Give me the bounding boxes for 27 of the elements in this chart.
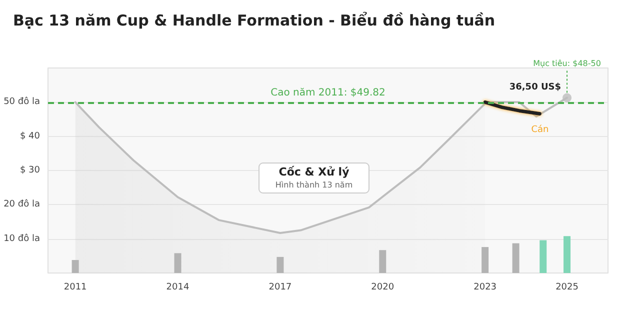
line-series bbox=[483, 100, 542, 116]
bar bbox=[276, 256, 284, 273]
annotation: Mục tiêu: $48-50 bbox=[533, 59, 601, 68]
x-tick-label: 2025 bbox=[556, 282, 578, 292]
bar bbox=[174, 253, 182, 273]
bar bbox=[564, 236, 571, 273]
y-tick-label: $ 30 bbox=[20, 166, 40, 176]
y-tick-label: 20 đô la bbox=[4, 198, 40, 210]
y-tick-label: $ 40 bbox=[20, 131, 40, 142]
annotation: 36,50 US$ bbox=[509, 82, 562, 93]
bar bbox=[379, 250, 386, 273]
annotation: Cán bbox=[531, 124, 549, 135]
ref-line-label: Cao năm 2011: $49.82 bbox=[270, 87, 386, 98]
x-tick-label: 2017 bbox=[268, 282, 292, 292]
annotation: Cốc & Xử lý bbox=[278, 166, 350, 178]
bar bbox=[482, 247, 489, 273]
y-tick-label: 10 đô la bbox=[4, 232, 40, 244]
chart-title: Bạc 13 năm Cup & Handle Formation - Biểu đồ hàng tuần bbox=[13, 12, 496, 30]
bar bbox=[512, 243, 520, 273]
x-tick-label: 2023 bbox=[474, 282, 497, 292]
x-tick-label: 2014 bbox=[166, 282, 190, 292]
bar bbox=[72, 260, 79, 273]
y-tick-label: 50 đô la bbox=[4, 96, 40, 108]
x-tick-label: 2011 bbox=[64, 282, 87, 292]
x-tick-label: 2020 bbox=[371, 282, 394, 292]
annotation: Hình thành 13 năm bbox=[275, 180, 353, 190]
bar bbox=[540, 240, 547, 273]
